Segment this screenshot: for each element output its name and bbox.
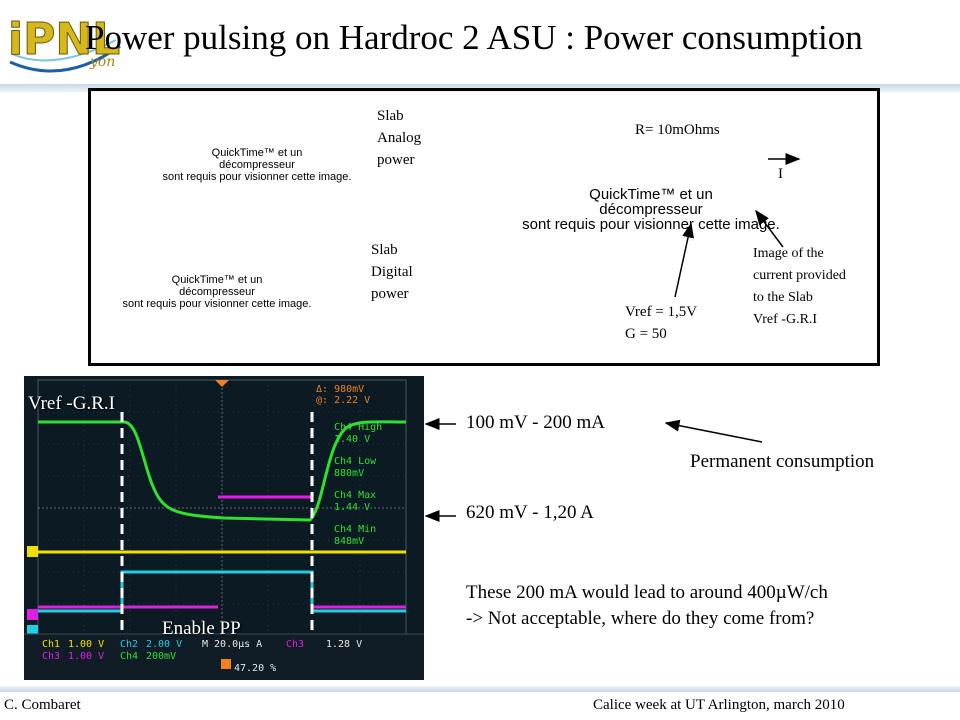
slab-digital-label: Slab Digital power xyxy=(371,239,413,305)
ch1-scale: 1.00 V xyxy=(68,639,105,650)
missing-image-placeholder: QuickTime™ et un décompresseur sont requ… xyxy=(511,187,791,232)
measurement-value: 1.44 V xyxy=(334,502,371,513)
measurement-item: Ch4 Low 880mV xyxy=(334,456,382,480)
svg-text:iPNL: iPNL xyxy=(8,14,120,65)
missing-image-placeholder: QuickTime™ et un décompresseur sont requ… xyxy=(107,274,327,310)
trigger-level: 1.28 V xyxy=(326,639,363,650)
quicktime-line: sont requis pour visionner cette image. xyxy=(522,216,780,233)
footer-divider xyxy=(0,686,960,692)
vref-arrow xyxy=(674,222,694,298)
cursor-readout: Δ: 980mV @: 2.22 V xyxy=(316,384,370,406)
trigger-position-marker xyxy=(215,380,229,387)
current-symbol: I xyxy=(778,166,783,182)
ch3-scale: 1.00 V xyxy=(68,651,105,662)
ch2-scale: 2.00 V xyxy=(146,639,183,650)
ipnl-logo: iPNL yon xyxy=(4,2,124,80)
measurement-name: Ch4 Max xyxy=(334,490,377,501)
ch2-trace xyxy=(38,570,406,613)
vref-gain-label: Vref = 1,5V G = 50 xyxy=(625,301,697,345)
timebase: M 20.0µs A xyxy=(202,639,263,650)
quicktime-line: sont requis pour visionner cette image. xyxy=(122,298,312,310)
quicktime-line: QuickTime™ et un xyxy=(171,274,263,286)
trigger-position: 47.20 % xyxy=(220,663,276,674)
scope-graticule xyxy=(24,379,424,680)
ch3-marker xyxy=(27,609,38,620)
ch4-scale: 200mV xyxy=(146,651,177,662)
label-line: Vref = 1,5V xyxy=(625,304,698,320)
scope-status-row: Ch3 1.00 V Ch4 200mV xyxy=(42,651,176,663)
note-line: These 200 mA would lead to around 400µW/… xyxy=(466,582,828,603)
page-title: Power pulsing on Hardroc 2 ASU : Power c… xyxy=(85,18,863,57)
measurement-item: Ch4 Min 848mV xyxy=(334,524,382,548)
measurement-value: 880mV xyxy=(334,468,365,479)
conclusion-note: These 200 mA would lead to around 400µW/… xyxy=(466,580,828,632)
measurement-panel: Ch4 High 1.40 V Ch4 Low 880mV Ch4 Max 1.… xyxy=(334,422,382,548)
trigger-source: Ch3 xyxy=(286,639,305,650)
image-note-arrow xyxy=(755,209,784,248)
scope-status-row: Ch1 1.00 V Ch2 2.00 V M 20.0µs A Ch3 1.28 V xyxy=(42,639,362,651)
measurement-item: Ch4 Max 1.44 V xyxy=(334,490,382,514)
trigger-icon xyxy=(221,659,231,669)
low-level-label: 620 mV - 1,20 A xyxy=(466,502,594,523)
vref-trace-label: Vref -G.R.I xyxy=(28,393,115,414)
delta-value: 980mV xyxy=(334,384,365,395)
footer-event: Calice week at UT Arlington, march 2010 xyxy=(593,697,845,713)
measurement-value: 848mV xyxy=(334,536,365,547)
label-line: Image of the xyxy=(753,246,824,261)
quicktime-line: décompresseur xyxy=(179,286,255,298)
enable-pp-label: Enable PP xyxy=(162,618,241,639)
label-line: Vref -G.R.I xyxy=(753,312,818,327)
permanent-consumption-arrow xyxy=(664,419,763,443)
label-line: current provided xyxy=(753,268,846,283)
label-line: power xyxy=(371,286,409,302)
ch2-marker xyxy=(27,625,38,636)
quicktime-line: sont requis pour visionner cette image. xyxy=(162,171,352,183)
at-readout: @: 2.22 V xyxy=(316,395,370,406)
label-line: G = 50 xyxy=(625,326,667,342)
measurement-item: Ch4 High 1.40 V xyxy=(334,422,382,446)
delta-readout: Δ: 980mV xyxy=(316,384,370,395)
ch3-label: Ch3 xyxy=(42,651,61,662)
resistor-label: R= 10mOhms xyxy=(635,122,720,138)
annotation-arrows xyxy=(424,418,763,522)
note-line: -> Not acceptable, where do they come fr… xyxy=(466,608,815,629)
svg-text:yon: yon xyxy=(89,54,115,70)
quicktime-line: QuickTime™ et un xyxy=(589,186,713,203)
delta-icon: Δ: xyxy=(316,384,335,395)
schematic-arrows xyxy=(674,153,801,298)
ch1-label: Ch1 xyxy=(42,639,61,650)
oscilloscope-screenshot: Δ: 980mV @: 2.22 V Ch4 High 1.40 V Ch4 L… xyxy=(24,376,424,680)
ch4-trace xyxy=(38,420,407,522)
footer-author: C. Combaret xyxy=(4,697,81,713)
quicktime-line: décompresseur xyxy=(219,159,295,171)
quicktime-line: décompresseur xyxy=(599,201,703,218)
label-line: Slab xyxy=(377,108,404,124)
missing-image-placeholder: QuickTime™ et un décompresseur sont requ… xyxy=(147,147,367,183)
ch1-marker xyxy=(27,546,38,557)
label-line: to the Slab xyxy=(753,290,813,305)
quicktime-line: QuickTime™ et un xyxy=(211,147,303,159)
label-line: Slab xyxy=(371,242,398,258)
measurement-name: Ch4 High xyxy=(334,422,383,433)
label-line: Analog xyxy=(377,130,422,146)
at-value: 2.22 V xyxy=(334,395,371,406)
image-note-label: Image of the current provided to the Sla… xyxy=(753,243,846,331)
label-line: Digital xyxy=(371,264,413,280)
at-icon: @: xyxy=(316,395,335,406)
trigger-position-value: 47.20 % xyxy=(234,663,277,674)
ch2-label: Ch2 xyxy=(120,639,139,650)
measurement-name: Ch4 Min xyxy=(334,524,377,535)
measurement-name: Ch4 Low xyxy=(334,456,377,467)
high-level-label: 100 mV - 200 mA xyxy=(466,412,605,433)
permanent-consumption-label: Permanent consumption xyxy=(690,451,875,472)
ch4-label: Ch4 xyxy=(120,651,139,662)
measurement-value: 1.40 V xyxy=(334,434,371,445)
label-line: power xyxy=(377,152,415,168)
slab-analog-label: Slab Analog power xyxy=(377,105,421,171)
schematic-panel: QuickTime™ et un décompresseur sont requ… xyxy=(88,88,880,366)
